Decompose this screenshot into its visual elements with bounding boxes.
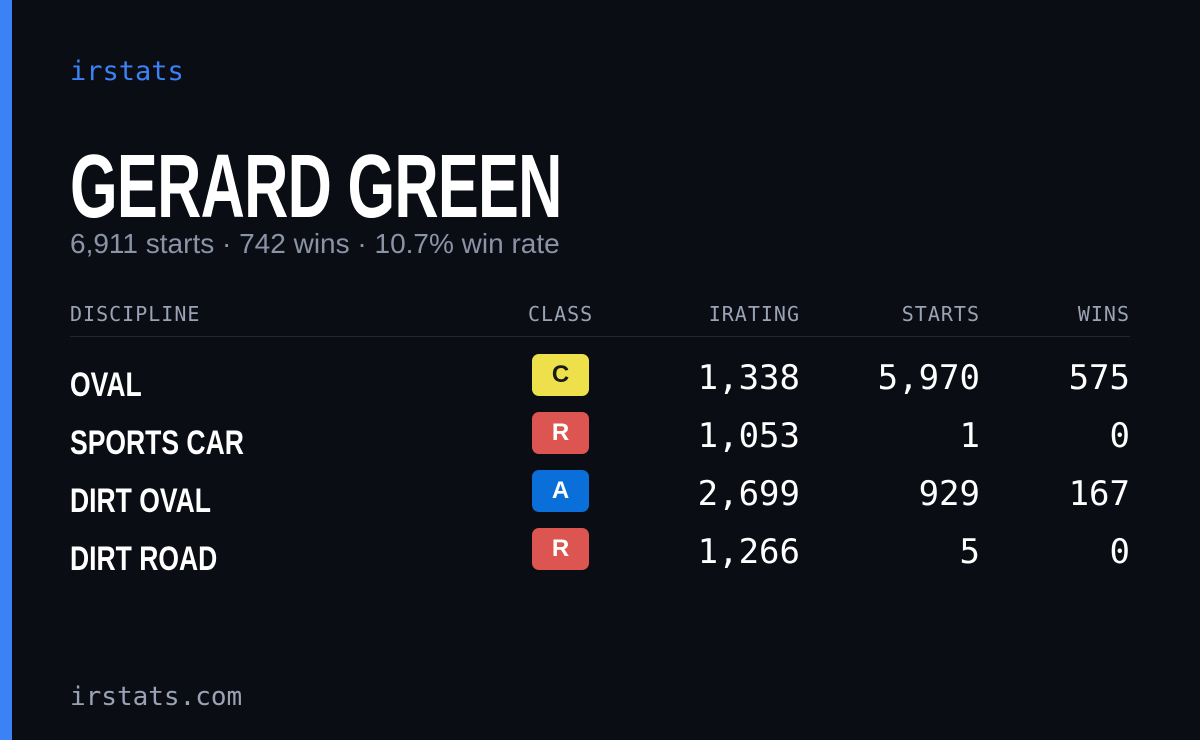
footer: irstats.com — [70, 682, 243, 712]
wins-value: 0 — [1109, 416, 1130, 456]
wins-value: 167 — [1068, 474, 1130, 514]
irating-value: 2,699 — [697, 474, 800, 514]
column-header: STARTS — [901, 302, 980, 326]
irating-value: 1,338 — [697, 358, 800, 398]
accent-stripe — [0, 0, 12, 740]
column-header: DISCIPLINE — [70, 302, 201, 326]
irating-value: 1,266 — [697, 532, 800, 572]
brand: irstats — [70, 56, 184, 87]
starts-value: 5,970 — [877, 358, 980, 398]
header-rule — [70, 336, 1130, 337]
column-header: CLASS — [528, 302, 594, 326]
starts-value: 929 — [918, 474, 980, 514]
discipline: DIRT OVAL — [70, 482, 211, 520]
class-badge: A — [532, 470, 589, 512]
column-header: IRATING — [708, 302, 800, 326]
driver-summary: 6,911 starts · 742 wins · 10.7% win rate — [70, 228, 560, 259]
irating-value: 1,053 — [697, 416, 800, 456]
class-badge: R — [532, 412, 589, 454]
class-badge: R — [532, 528, 589, 570]
wins-value: 575 — [1068, 358, 1130, 398]
discipline: SPORTS CAR — [70, 424, 244, 462]
class-badge: C — [532, 354, 589, 396]
discipline: DIRT ROAD — [70, 540, 218, 578]
discipline: OVAL — [70, 366, 142, 404]
starts-value: 1 — [959, 416, 980, 456]
driver-name: GERARD GREEN — [70, 137, 562, 237]
wins-value: 0 — [1109, 532, 1130, 572]
starts-value: 5 — [959, 532, 980, 572]
column-header: WINS — [1077, 302, 1130, 326]
